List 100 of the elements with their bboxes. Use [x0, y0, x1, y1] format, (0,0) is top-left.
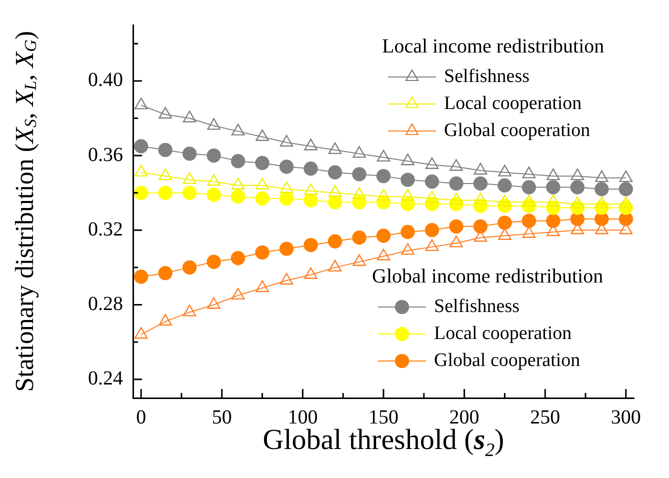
point [158, 168, 172, 180]
y-tick-label: 0.32 [88, 218, 123, 240]
y-tick-label: 0.28 [88, 293, 123, 315]
point [546, 168, 560, 180]
point [328, 165, 342, 180]
point [546, 224, 560, 236]
x-tick-label: 50 [212, 406, 232, 428]
point [450, 159, 463, 171]
point [328, 185, 342, 197]
point [522, 180, 536, 194]
point [182, 260, 197, 275]
point [182, 186, 197, 200]
point [134, 270, 148, 284]
x-tick-label: 300 [610, 406, 641, 428]
point [280, 272, 294, 285]
point [352, 187, 366, 199]
point [376, 188, 390, 201]
point [328, 234, 342, 248]
point [304, 267, 318, 280]
point [328, 195, 342, 210]
point [522, 226, 536, 238]
point [256, 129, 269, 141]
point [304, 238, 318, 252]
point [474, 192, 488, 204]
point [376, 150, 390, 162]
point [207, 174, 220, 186]
text: Local income redistribution [382, 35, 604, 58]
point [230, 189, 246, 204]
point [401, 243, 414, 255]
point [594, 182, 609, 196]
point [134, 164, 148, 176]
point [376, 228, 391, 243]
point [424, 223, 440, 238]
point [182, 172, 196, 184]
point [449, 176, 464, 191]
point [522, 194, 536, 206]
legend-label: Selfishness [444, 66, 530, 87]
point [498, 194, 512, 206]
legend-label: Local cooperation [434, 322, 572, 344]
legend-label: Selfishness [434, 296, 520, 317]
point [450, 192, 463, 204]
point [619, 222, 633, 234]
point [400, 172, 415, 187]
text: Global income redistribution [372, 265, 604, 288]
point [255, 245, 270, 260]
point [134, 186, 148, 200]
point [352, 254, 366, 266]
point [304, 162, 318, 176]
y-tick-label: 0.24 [88, 368, 123, 390]
x-tick-label: 0 [136, 406, 146, 428]
point [279, 160, 294, 174]
point [474, 230, 488, 242]
point [522, 166, 536, 178]
y-tick-label: 0.40 [88, 69, 123, 92]
point [424, 174, 440, 189]
point [280, 182, 294, 194]
point [425, 239, 439, 252]
point [158, 314, 172, 326]
point [595, 170, 608, 182]
point [401, 188, 414, 201]
point [570, 196, 584, 208]
point [158, 266, 172, 280]
point [618, 182, 634, 196]
point [498, 216, 512, 230]
point [279, 191, 294, 206]
point [595, 196, 608, 208]
point [352, 167, 366, 182]
point [546, 194, 560, 206]
point [401, 154, 414, 166]
point [474, 162, 488, 175]
point [206, 148, 221, 163]
point [231, 124, 245, 136]
point [231, 288, 245, 300]
point [182, 304, 196, 316]
point [498, 228, 512, 240]
point [425, 157, 439, 169]
point [546, 180, 560, 194]
point [570, 180, 585, 194]
point [304, 183, 318, 196]
point [376, 168, 391, 184]
point [352, 230, 366, 245]
point [182, 146, 197, 161]
point [134, 326, 148, 339]
point [473, 176, 488, 191]
point [304, 138, 318, 150]
point [206, 254, 221, 269]
point [207, 297, 220, 309]
point [158, 106, 172, 119]
point [425, 190, 439, 203]
y-tick-label: 0.36 [88, 144, 123, 166]
point [498, 164, 512, 176]
point [328, 142, 342, 154]
point [206, 188, 221, 202]
point [230, 251, 246, 266]
point [279, 242, 294, 256]
point [570, 222, 584, 234]
x-tick-label: 250 [530, 406, 560, 428]
point [449, 219, 464, 234]
point [182, 110, 196, 122]
point [280, 134, 294, 147]
